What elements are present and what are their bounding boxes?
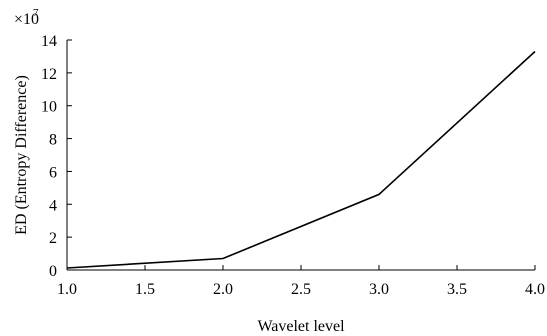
y-tick-label: 6 [49, 164, 57, 181]
y-tick-label: 2 [49, 230, 57, 247]
x-axis-ticks: 1.0 1.5 2.0 2.5 3.0 3.5 4.0 [57, 265, 545, 298]
x-axis-label: Wavelet level [257, 318, 345, 335]
y-axis-ticks: 0 2 4 6 8 10 12 14 [41, 33, 72, 280]
y-tick-label: 10 [41, 99, 57, 116]
x-tick-label: 3.0 [369, 281, 389, 298]
y-tick-label: 8 [49, 132, 57, 149]
y-axis-multiplier: ×10 7 [14, 7, 39, 28]
y-tick-label: 0 [49, 263, 57, 280]
y-exponent-text: 7 [33, 7, 39, 19]
y-axis-label: ED (Entropy Difference) [13, 75, 30, 235]
y-tick-label: 12 [41, 66, 57, 83]
series-line [66, 50, 536, 269]
x-tick-label: 4.0 [525, 281, 545, 298]
y-tick-label: 4 [49, 197, 57, 214]
x-tick-label: 1.0 [57, 281, 77, 298]
x-tick-label: 1.5 [135, 281, 155, 298]
x-tick-label: 2.0 [213, 281, 233, 298]
x-tick-label: 2.5 [291, 281, 311, 298]
x-tick-label: 3.5 [447, 281, 467, 298]
y-tick-label: 14 [41, 33, 57, 50]
y-multiplier-text: ×10 [14, 11, 39, 28]
